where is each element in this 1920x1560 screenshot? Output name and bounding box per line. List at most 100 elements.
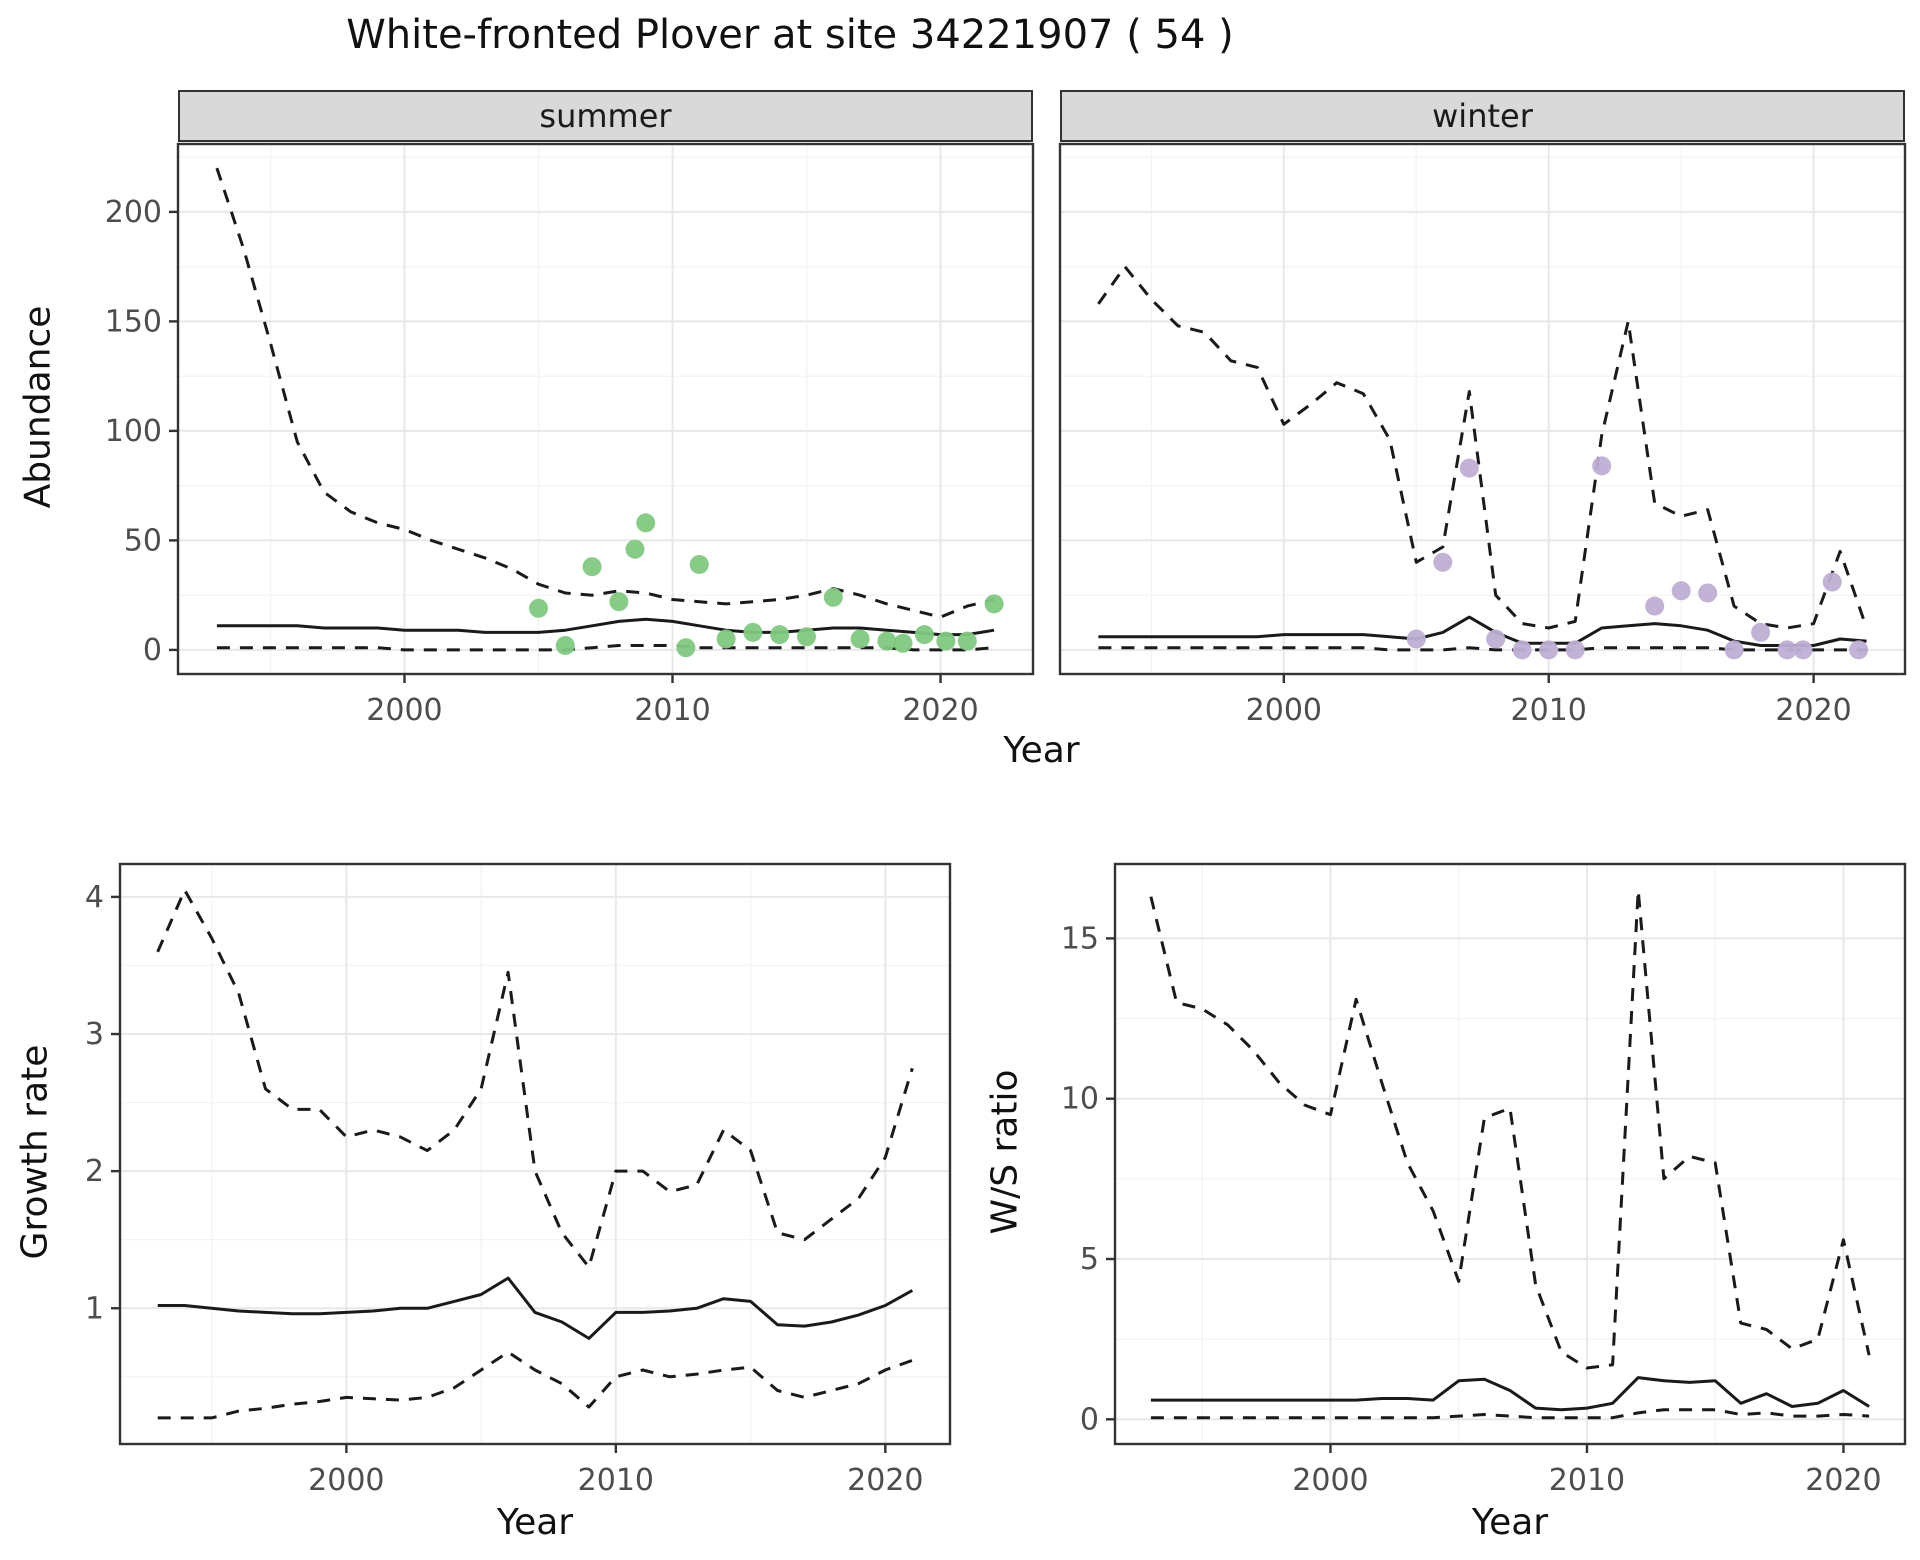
y-tick-label: 0 [143, 633, 162, 668]
observation-point [1565, 640, 1585, 660]
observed-winter-counts [1406, 456, 1869, 660]
x-tick-label: 2000 [1246, 693, 1322, 728]
observation-point [743, 622, 763, 642]
winter-abundance-chart: 2000 2010 2020 [1058, 142, 1907, 728]
summer-abundance-chart: 2000 2010 2020 0 50 100 150 200 [105, 142, 1035, 728]
panel-background [178, 144, 1033, 674]
plot-title: White-fronted Plover at site 34221907 ( … [346, 12, 1234, 58]
x-tick-label: 2010 [1549, 1463, 1625, 1498]
observation-point [984, 594, 1004, 614]
y-tick-label: 10 [1061, 1082, 1099, 1117]
grid-major [120, 864, 950, 1444]
median-line [216, 617, 995, 637]
upper-95ci-line [1097, 265, 1869, 630]
observation-point [914, 625, 934, 645]
panel-border [118, 862, 952, 1446]
x-tick-label: 2000 [308, 1463, 384, 1498]
panel-background [1115, 864, 1905, 1444]
upper-95ci-line [215, 167, 995, 619]
observation-point [1592, 456, 1612, 476]
observation-point [823, 587, 843, 607]
observation-point [1698, 583, 1718, 603]
growth-rate-axis-title: Growth rate [14, 1044, 56, 1260]
ws-year-axis-title: Year [1471, 1502, 1549, 1543]
observation-point [676, 638, 696, 658]
observation-point [936, 631, 956, 651]
y-tick-label: 50 [124, 523, 162, 558]
observation-point [770, 625, 790, 645]
facet-strip-winter-label: winter [1432, 97, 1533, 135]
axes: 2000 2010 2020 0 50 100 150 200 [105, 195, 979, 728]
panel-background [120, 864, 950, 1444]
observation-point [1849, 640, 1869, 660]
x-tick-label: 2020 [1775, 693, 1851, 728]
lower-95ci-line [216, 644, 995, 652]
observation-point [1671, 581, 1691, 601]
observation-point [636, 513, 656, 533]
observation-point [1512, 640, 1532, 660]
observation-point [893, 633, 913, 653]
observation-point [797, 627, 816, 647]
observed-summer-counts [529, 513, 1004, 658]
observation-point [1724, 640, 1744, 660]
x-tick-label: 2000 [366, 693, 442, 728]
y-tick-label: 0 [1080, 1402, 1099, 1437]
panel-border [176, 142, 1035, 676]
panel-background [1060, 144, 1905, 674]
y-tick-label: 1 [85, 1291, 104, 1326]
upper-95ci-line [1149, 888, 1871, 1370]
top-year-axis-title: Year [1003, 730, 1080, 771]
y-tick-label: 3 [85, 1017, 104, 1052]
lower-95ci-line [157, 1350, 913, 1420]
facet-strip-winter: winter [1060, 90, 1905, 142]
x-tick-label: 2010 [634, 693, 710, 728]
observation-point [582, 557, 602, 577]
grid-minor [1060, 144, 1905, 674]
observation-point [1822, 572, 1842, 592]
median-line [157, 1276, 914, 1340]
observation-point [957, 631, 977, 651]
x-tick-label: 2020 [1805, 1463, 1881, 1498]
observation-point [555, 636, 575, 655]
grid-major [1060, 144, 1905, 674]
abundance-axis-title: Abundance [17, 305, 59, 509]
observation-point [877, 631, 897, 651]
facet-strip-summer: summer [178, 90, 1033, 142]
y-tick-label: 200 [105, 195, 162, 230]
x-tick-label: 2020 [902, 693, 978, 728]
x-tick-label: 2000 [1292, 1463, 1368, 1498]
y-tick-label: 5 [1080, 1242, 1099, 1277]
observation-point [609, 592, 629, 612]
y-tick-label: 150 [105, 304, 162, 339]
observation-point [1793, 640, 1813, 660]
panel-border [1113, 862, 1907, 1446]
grid-major [178, 144, 1033, 674]
observation-point [1645, 596, 1665, 616]
grid-major [1115, 864, 1905, 1444]
y-tick-label: 4 [85, 880, 104, 915]
axes: 2000 2010 2020 [1246, 674, 1852, 728]
observation-point [625, 539, 645, 559]
ws-ratio-axis-title: W/S ratio [984, 1069, 1026, 1235]
observation-point [850, 629, 870, 649]
observation-point [529, 598, 548, 618]
observation-point [1406, 629, 1426, 649]
observation-point [1777, 640, 1797, 660]
upper-95ci-line [156, 888, 914, 1269]
observation-point [689, 555, 709, 574]
growth-rate-chart: 2000 2010 2020 1 2 3 4 [85, 862, 952, 1498]
x-tick-label: 2010 [578, 1463, 654, 1498]
y-tick-label: 15 [1061, 921, 1099, 956]
lower-95ci-line [1150, 1408, 1870, 1420]
growth-year-axis-title: Year [496, 1502, 574, 1543]
axes: 2000 2010 2020 1 2 3 4 [85, 880, 924, 1498]
x-tick-label: 2010 [1511, 693, 1587, 728]
observation-point [1459, 458, 1479, 478]
observation-point [1539, 640, 1559, 660]
axes: 2000 2010 2020 0 5 10 15 [1061, 921, 1882, 1498]
observation-point [1433, 552, 1453, 572]
y-tick-label: 100 [105, 414, 162, 449]
median-line [1150, 1376, 1870, 1412]
x-tick-label: 2020 [847, 1463, 923, 1498]
